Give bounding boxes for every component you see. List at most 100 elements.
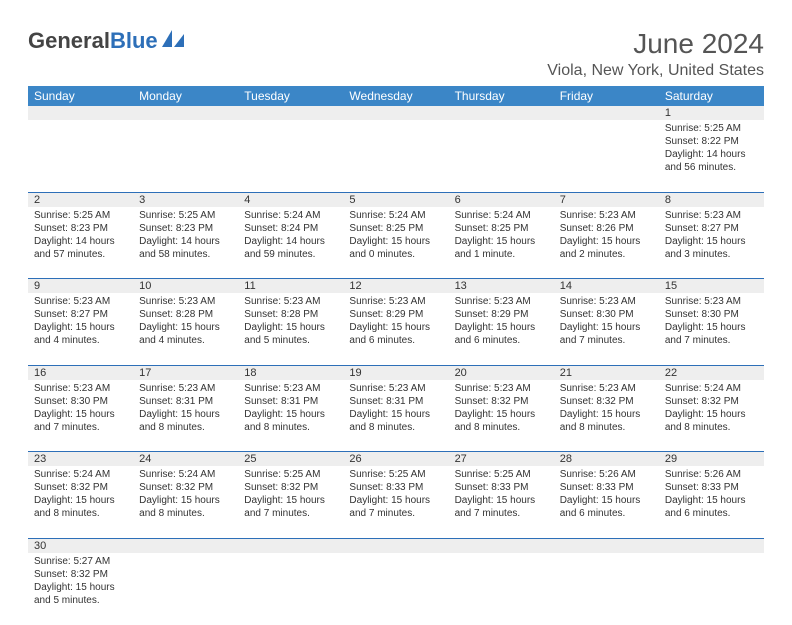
daynum-row: 2345678 bbox=[28, 192, 764, 207]
day-number bbox=[343, 106, 448, 120]
day-cell bbox=[238, 553, 343, 625]
week-row: Sunrise: 5:25 AMSunset: 8:22 PMDaylight:… bbox=[28, 120, 764, 192]
day-content: Sunrise: 5:25 AMSunset: 8:33 PMDaylight:… bbox=[449, 466, 554, 524]
daylight-text-2: and 7 minutes. bbox=[244, 507, 337, 520]
day-cell bbox=[343, 553, 448, 625]
sunset-text: Sunset: 8:29 PM bbox=[349, 308, 442, 321]
daylight-text-2: and 58 minutes. bbox=[139, 248, 232, 261]
sunset-text: Sunset: 8:32 PM bbox=[665, 395, 758, 408]
daylight-text-1: Daylight: 15 hours bbox=[244, 494, 337, 507]
daylight-text-1: Daylight: 15 hours bbox=[349, 408, 442, 421]
daynum-row: 16171819202122 bbox=[28, 365, 764, 380]
location: Viola, New York, United States bbox=[547, 62, 764, 80]
calendar-thead: Sunday Monday Tuesday Wednesday Thursday… bbox=[28, 86, 764, 106]
sunset-text: Sunset: 8:26 PM bbox=[560, 222, 653, 235]
daylight-text-1: Daylight: 14 hours bbox=[34, 235, 127, 248]
daylight-text-2: and 7 minutes. bbox=[665, 334, 758, 347]
daylight-text-1: Daylight: 14 hours bbox=[665, 148, 758, 161]
day-cell: Sunrise: 5:23 AMSunset: 8:26 PMDaylight:… bbox=[554, 207, 659, 279]
day-content: Sunrise: 5:23 AMSunset: 8:27 PMDaylight:… bbox=[28, 293, 133, 351]
sunrise-text: Sunrise: 5:24 AM bbox=[349, 209, 442, 222]
day-cell: Sunrise: 5:23 AMSunset: 8:30 PMDaylight:… bbox=[554, 293, 659, 365]
sunset-text: Sunset: 8:30 PM bbox=[34, 395, 127, 408]
sunrise-text: Sunrise: 5:26 AM bbox=[560, 468, 653, 481]
sunset-text: Sunset: 8:23 PM bbox=[34, 222, 127, 235]
day-content: Sunrise: 5:23 AMSunset: 8:27 PMDaylight:… bbox=[659, 207, 764, 265]
day-cell: Sunrise: 5:24 AMSunset: 8:32 PMDaylight:… bbox=[659, 380, 764, 452]
daylight-text-1: Daylight: 15 hours bbox=[560, 321, 653, 334]
day-number bbox=[133, 538, 238, 553]
daylight-text-1: Daylight: 14 hours bbox=[139, 235, 232, 248]
day-number: 1 bbox=[659, 106, 764, 120]
day-number: 2 bbox=[28, 192, 133, 207]
day-number: 5 bbox=[343, 192, 448, 207]
calendar-body: 1Sunrise: 5:25 AMSunset: 8:22 PMDaylight… bbox=[28, 106, 764, 625]
daylight-text-1: Daylight: 15 hours bbox=[455, 321, 548, 334]
sunset-text: Sunset: 8:30 PM bbox=[665, 308, 758, 321]
day-content: Sunrise: 5:24 AMSunset: 8:32 PMDaylight:… bbox=[133, 466, 238, 524]
sunset-text: Sunset: 8:32 PM bbox=[455, 395, 548, 408]
daylight-text-2: and 5 minutes. bbox=[244, 334, 337, 347]
daylight-text-2: and 0 minutes. bbox=[349, 248, 442, 261]
day-content: Sunrise: 5:23 AMSunset: 8:31 PMDaylight:… bbox=[343, 380, 448, 438]
daynum-row: 23242526272829 bbox=[28, 452, 764, 467]
daylight-text-2: and 7 minutes. bbox=[349, 507, 442, 520]
day-content: Sunrise: 5:23 AMSunset: 8:31 PMDaylight:… bbox=[238, 380, 343, 438]
week-row: Sunrise: 5:27 AMSunset: 8:32 PMDaylight:… bbox=[28, 553, 764, 625]
day-number: 12 bbox=[343, 279, 448, 294]
day-number: 27 bbox=[449, 452, 554, 467]
day-cell: Sunrise: 5:26 AMSunset: 8:33 PMDaylight:… bbox=[554, 466, 659, 538]
day-header: Thursday bbox=[449, 86, 554, 106]
day-number bbox=[238, 538, 343, 553]
sunrise-text: Sunrise: 5:23 AM bbox=[244, 295, 337, 308]
sunset-text: Sunset: 8:27 PM bbox=[34, 308, 127, 321]
day-number: 28 bbox=[554, 452, 659, 467]
day-cell: Sunrise: 5:24 AMSunset: 8:32 PMDaylight:… bbox=[133, 466, 238, 538]
sunrise-text: Sunrise: 5:24 AM bbox=[665, 382, 758, 395]
day-content: Sunrise: 5:23 AMSunset: 8:30 PMDaylight:… bbox=[28, 380, 133, 438]
daylight-text-2: and 59 minutes. bbox=[244, 248, 337, 261]
daylight-text-1: Daylight: 15 hours bbox=[34, 581, 127, 594]
header: GeneralBlue June 2024 Viola, New York, U… bbox=[28, 28, 764, 80]
day-header: Sunday bbox=[28, 86, 133, 106]
sunrise-text: Sunrise: 5:24 AM bbox=[139, 468, 232, 481]
day-cell: Sunrise: 5:23 AMSunset: 8:32 PMDaylight:… bbox=[449, 380, 554, 452]
sunrise-text: Sunrise: 5:24 AM bbox=[244, 209, 337, 222]
day-cell: Sunrise: 5:24 AMSunset: 8:24 PMDaylight:… bbox=[238, 207, 343, 279]
day-cell: Sunrise: 5:25 AMSunset: 8:32 PMDaylight:… bbox=[238, 466, 343, 538]
logo-text-blue: Blue bbox=[110, 28, 158, 54]
daylight-text-2: and 57 minutes. bbox=[34, 248, 127, 261]
sunrise-text: Sunrise: 5:24 AM bbox=[34, 468, 127, 481]
calendar-table: Sunday Monday Tuesday Wednesday Thursday… bbox=[28, 86, 764, 625]
day-cell: Sunrise: 5:23 AMSunset: 8:28 PMDaylight:… bbox=[133, 293, 238, 365]
sunset-text: Sunset: 8:25 PM bbox=[349, 222, 442, 235]
day-number: 19 bbox=[343, 365, 448, 380]
day-cell bbox=[28, 120, 133, 192]
day-number: 20 bbox=[449, 365, 554, 380]
day-number: 6 bbox=[449, 192, 554, 207]
sunset-text: Sunset: 8:31 PM bbox=[139, 395, 232, 408]
day-content: Sunrise: 5:24 AMSunset: 8:25 PMDaylight:… bbox=[449, 207, 554, 265]
sunset-text: Sunset: 8:33 PM bbox=[665, 481, 758, 494]
daylight-text-1: Daylight: 15 hours bbox=[455, 494, 548, 507]
daylight-text-2: and 56 minutes. bbox=[665, 161, 758, 174]
day-number: 11 bbox=[238, 279, 343, 294]
sunrise-text: Sunrise: 5:23 AM bbox=[139, 295, 232, 308]
daylight-text-2: and 8 minutes. bbox=[34, 507, 127, 520]
sunrise-text: Sunrise: 5:26 AM bbox=[665, 468, 758, 481]
sunrise-text: Sunrise: 5:24 AM bbox=[455, 209, 548, 222]
day-content: Sunrise: 5:25 AMSunset: 8:23 PMDaylight:… bbox=[133, 207, 238, 265]
day-content: Sunrise: 5:23 AMSunset: 8:30 PMDaylight:… bbox=[659, 293, 764, 351]
daylight-text-1: Daylight: 15 hours bbox=[139, 408, 232, 421]
sunrise-text: Sunrise: 5:23 AM bbox=[560, 382, 653, 395]
daylight-text-2: and 8 minutes. bbox=[455, 421, 548, 434]
daylight-text-1: Daylight: 15 hours bbox=[665, 408, 758, 421]
daylight-text-2: and 8 minutes. bbox=[139, 421, 232, 434]
sunrise-text: Sunrise: 5:23 AM bbox=[34, 382, 127, 395]
day-content: Sunrise: 5:23 AMSunset: 8:29 PMDaylight:… bbox=[449, 293, 554, 351]
daylight-text-2: and 2 minutes. bbox=[560, 248, 653, 261]
sunset-text: Sunset: 8:32 PM bbox=[34, 568, 127, 581]
daylight-text-2: and 6 minutes. bbox=[560, 507, 653, 520]
daynum-row: 30 bbox=[28, 538, 764, 553]
day-content: Sunrise: 5:25 AMSunset: 8:22 PMDaylight:… bbox=[659, 120, 764, 178]
